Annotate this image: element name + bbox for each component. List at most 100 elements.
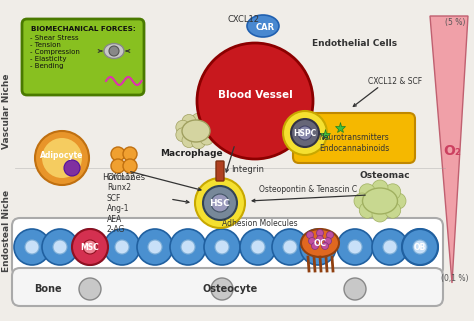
Ellipse shape <box>301 229 339 257</box>
Circle shape <box>240 229 276 265</box>
Circle shape <box>53 240 67 254</box>
Circle shape <box>344 278 366 300</box>
Circle shape <box>385 184 401 200</box>
FancyBboxPatch shape <box>12 268 443 306</box>
Circle shape <box>359 202 375 218</box>
Circle shape <box>181 240 195 254</box>
Circle shape <box>321 242 328 249</box>
Circle shape <box>211 278 233 300</box>
Text: CXCL12: CXCL12 <box>228 14 260 23</box>
Circle shape <box>311 242 319 249</box>
Text: Macrophage: Macrophage <box>160 149 222 158</box>
Text: CAR: CAR <box>255 23 274 32</box>
Circle shape <box>383 240 397 254</box>
Text: Vascular Niche: Vascular Niche <box>2 73 11 149</box>
Circle shape <box>291 119 319 147</box>
Text: (0,1 %): (0,1 %) <box>441 273 469 282</box>
Circle shape <box>42 138 82 178</box>
FancyBboxPatch shape <box>22 19 144 95</box>
Polygon shape <box>430 16 468 283</box>
Circle shape <box>307 231 313 239</box>
Text: (5 %): (5 %) <box>445 19 465 28</box>
FancyBboxPatch shape <box>12 218 443 276</box>
Text: Osteomac: Osteomac <box>360 171 410 180</box>
Circle shape <box>390 193 406 209</box>
Circle shape <box>203 124 217 138</box>
Circle shape <box>203 186 237 220</box>
Ellipse shape <box>104 44 124 58</box>
Text: O₂: O₂ <box>443 144 461 158</box>
Circle shape <box>123 147 137 161</box>
Text: Hormones: Hormones <box>102 172 146 181</box>
Circle shape <box>372 180 388 196</box>
Circle shape <box>109 46 119 56</box>
Circle shape <box>215 240 229 254</box>
Circle shape <box>123 159 137 173</box>
FancyBboxPatch shape <box>216 161 224 181</box>
Circle shape <box>251 240 265 254</box>
Circle shape <box>354 193 370 209</box>
Circle shape <box>170 229 206 265</box>
Text: Endothelial Cells: Endothelial Cells <box>312 39 398 48</box>
Circle shape <box>272 229 308 265</box>
Text: Osteopontin & Tenascin C: Osteopontin & Tenascin C <box>259 185 357 194</box>
Circle shape <box>211 194 229 212</box>
Circle shape <box>176 128 190 142</box>
Circle shape <box>413 240 427 254</box>
Circle shape <box>348 240 362 254</box>
Circle shape <box>372 206 388 222</box>
Circle shape <box>283 111 327 155</box>
Circle shape <box>191 135 205 149</box>
Circle shape <box>200 117 214 131</box>
Text: OB: OB <box>414 242 426 251</box>
Circle shape <box>148 240 162 254</box>
Circle shape <box>137 229 173 265</box>
Circle shape <box>195 178 245 228</box>
Text: HSPC: HSPC <box>293 128 317 137</box>
Circle shape <box>300 229 336 265</box>
Circle shape <box>327 231 334 239</box>
Text: Adhesion Molecules: Adhesion Molecules <box>222 219 298 228</box>
Circle shape <box>309 238 316 245</box>
Circle shape <box>176 120 190 134</box>
Circle shape <box>64 160 80 176</box>
Text: OC: OC <box>313 239 327 247</box>
Circle shape <box>372 229 408 265</box>
Circle shape <box>402 229 438 265</box>
Circle shape <box>311 240 325 254</box>
Ellipse shape <box>363 188 398 214</box>
Circle shape <box>14 229 50 265</box>
Circle shape <box>115 240 129 254</box>
Circle shape <box>317 236 323 242</box>
Circle shape <box>182 115 196 128</box>
Circle shape <box>359 184 375 200</box>
Circle shape <box>72 229 108 265</box>
Circle shape <box>182 134 196 148</box>
Text: Integrin: Integrin <box>231 164 264 173</box>
Text: CXCL12 & SCF: CXCL12 & SCF <box>368 76 422 85</box>
Circle shape <box>283 240 297 254</box>
Text: - Shear Stress
- Tension
- Compression
- Elasticity
- Bending: - Shear Stress - Tension - Compression -… <box>30 35 80 69</box>
Circle shape <box>104 229 140 265</box>
Circle shape <box>83 240 97 254</box>
Circle shape <box>111 159 125 173</box>
Text: Blood Vessel: Blood Vessel <box>218 90 292 100</box>
Text: Bone: Bone <box>34 284 62 294</box>
Text: MSC: MSC <box>81 242 100 251</box>
Circle shape <box>25 240 39 254</box>
Circle shape <box>35 131 89 185</box>
Circle shape <box>111 147 125 161</box>
Text: BIOMECHANICAL FORCES:: BIOMECHANICAL FORCES: <box>31 26 136 32</box>
FancyBboxPatch shape <box>293 113 415 163</box>
Text: HSC: HSC <box>210 198 230 207</box>
Text: Osteocyte: Osteocyte <box>202 284 258 294</box>
Circle shape <box>79 278 101 300</box>
Text: CXCL12
Runx2
SCF
Ang-1
AEA
2-AG: CXCL12 Runx2 SCF Ang-1 AEA 2-AG <box>107 173 136 234</box>
Circle shape <box>42 229 78 265</box>
Circle shape <box>200 131 214 145</box>
Text: Adipocyte: Adipocyte <box>40 151 84 160</box>
Circle shape <box>337 229 373 265</box>
Circle shape <box>197 43 313 159</box>
Circle shape <box>325 238 331 245</box>
Circle shape <box>191 113 205 127</box>
